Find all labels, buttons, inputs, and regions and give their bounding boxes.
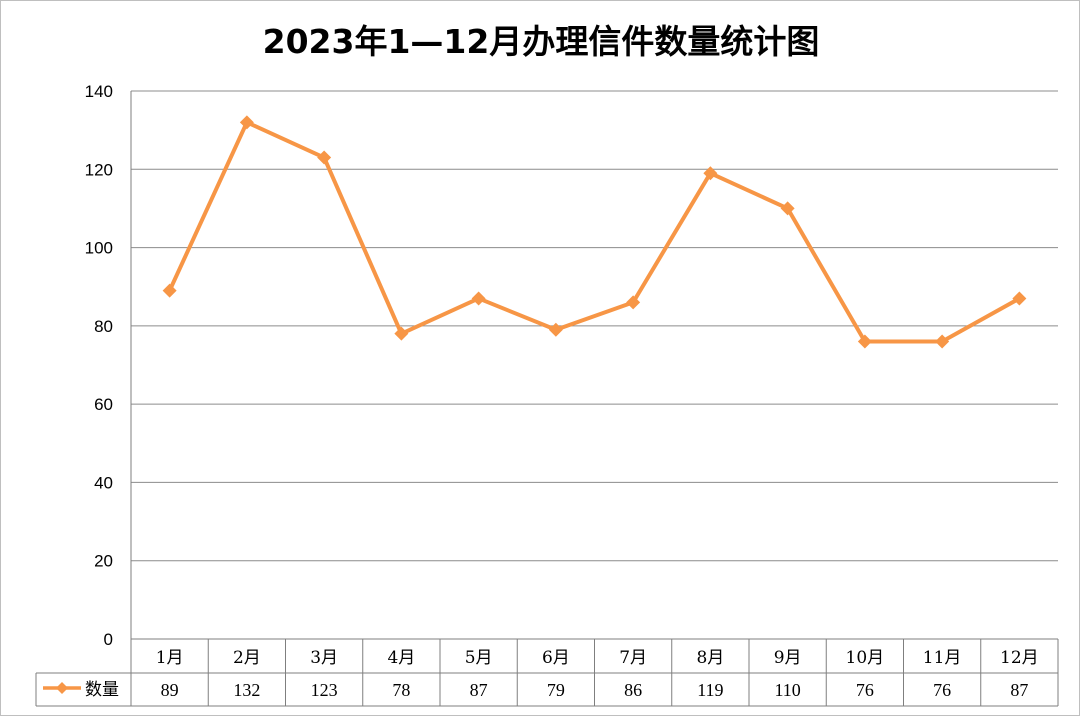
y-axis-ticks: 0 20 40 60 80 100 120 140	[85, 82, 113, 649]
x-category-label: 11月	[923, 648, 962, 668]
data-point	[857, 334, 872, 349]
x-category-label: 7月	[619, 648, 647, 668]
data-point	[935, 334, 950, 349]
data-label: 79	[547, 680, 565, 700]
series-line	[167, 120, 1021, 344]
data-label: 132	[233, 680, 260, 700]
data-point	[626, 295, 641, 310]
y-tick-label: 120	[85, 160, 113, 179]
series-line	[162, 115, 1027, 349]
data-point	[317, 150, 332, 165]
data-label: 86	[624, 680, 642, 700]
data-point	[548, 322, 563, 337]
data-point	[162, 283, 177, 298]
data-label: 119	[697, 680, 723, 700]
data-label: 87	[1010, 680, 1028, 700]
legend-diamond-icon	[56, 682, 68, 694]
x-category-label: 9月	[774, 648, 802, 668]
data-point	[780, 201, 795, 216]
y-tick-label: 40	[94, 473, 113, 492]
data-point	[471, 291, 486, 306]
y-tick-label: 140	[85, 82, 113, 101]
data-point	[1012, 291, 1027, 306]
data-point	[394, 326, 409, 341]
data-point	[239, 115, 254, 130]
y-tick-label: 20	[94, 552, 113, 571]
x-category-label: 6月	[542, 648, 570, 668]
y-tick-label: 0	[104, 630, 113, 649]
gridlines	[130, 90, 1058, 639]
data-point	[703, 166, 718, 181]
data-label: 87	[470, 680, 488, 700]
data-label: 78	[392, 680, 410, 700]
x-category-label: 2月	[233, 648, 261, 668]
x-category-label: 4月	[387, 648, 415, 668]
x-category-label: 3月	[310, 648, 338, 668]
x-category-label: 5月	[465, 648, 493, 668]
y-tick-label: 60	[94, 395, 113, 414]
data-label: 123	[311, 680, 338, 700]
data-label: 110	[774, 680, 800, 700]
x-category-label: 12月	[1000, 648, 1039, 668]
y-tick-label: 100	[85, 239, 113, 258]
x-category-label: 1月	[156, 648, 184, 668]
data-label: 76	[856, 680, 874, 700]
y-tick-label: 80	[94, 317, 113, 336]
x-category-label: 8月	[696, 648, 724, 668]
data-label: 76	[933, 680, 951, 700]
data-table: 1月 2月 3月 4月 5月 6月 7月 8月 9月 10月 11月 12月 89 132 123 78 87 7…	[35, 638, 1059, 707]
legend-series-name: 数量	[85, 680, 119, 700]
x-category-label: 10月	[846, 648, 885, 668]
data-label: 89	[161, 680, 179, 700]
chart-title: 2023年1—12月办理信件数量统计图	[263, 22, 820, 61]
